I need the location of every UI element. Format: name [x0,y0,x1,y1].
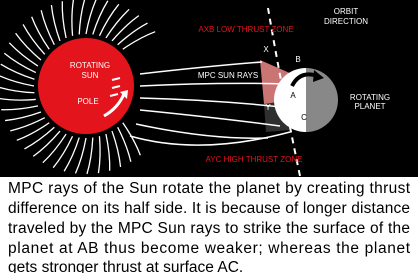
point-label: A [290,91,296,100]
planet-label: PLANET [354,102,385,111]
sun-label: ROTATING [70,61,110,70]
sun-label: SUN [82,71,99,80]
point-label: B [295,55,300,64]
caption-line: gets stronger thrust at surface AC. [8,259,243,273]
high-zone-label: AYC HIGH THRUST ZONE [206,155,303,164]
point-label: Y [265,103,271,112]
page: ROTATING SUN POLE MPC SUN RAYS ORBIT DIR… [0,0,418,273]
caption-line: MPC rays of the Sun rotate the planet by… [8,180,411,197]
caption-line: planet at AB thus become weaker; whereas… [8,240,411,257]
planet-label: ROTATING [350,93,390,102]
rays-label: MPC SUN RAYS [198,71,258,80]
caption-line: difference on its half side. It is becau… [8,200,410,217]
figure: ROTATING SUN POLE MPC SUN RAYS ORBIT DIR… [0,0,418,273]
caption-line: traveled by the MPC Sun rays to strike t… [8,220,410,237]
orbit-label: ORBIT [334,7,359,16]
point-label: X [263,45,269,54]
pole-label: POLE [77,97,98,106]
point-label: C [301,113,307,122]
orbit-label: DIRECTION [324,17,368,26]
low-zone-label: AXB LOW THRUST ZONE [198,25,293,34]
